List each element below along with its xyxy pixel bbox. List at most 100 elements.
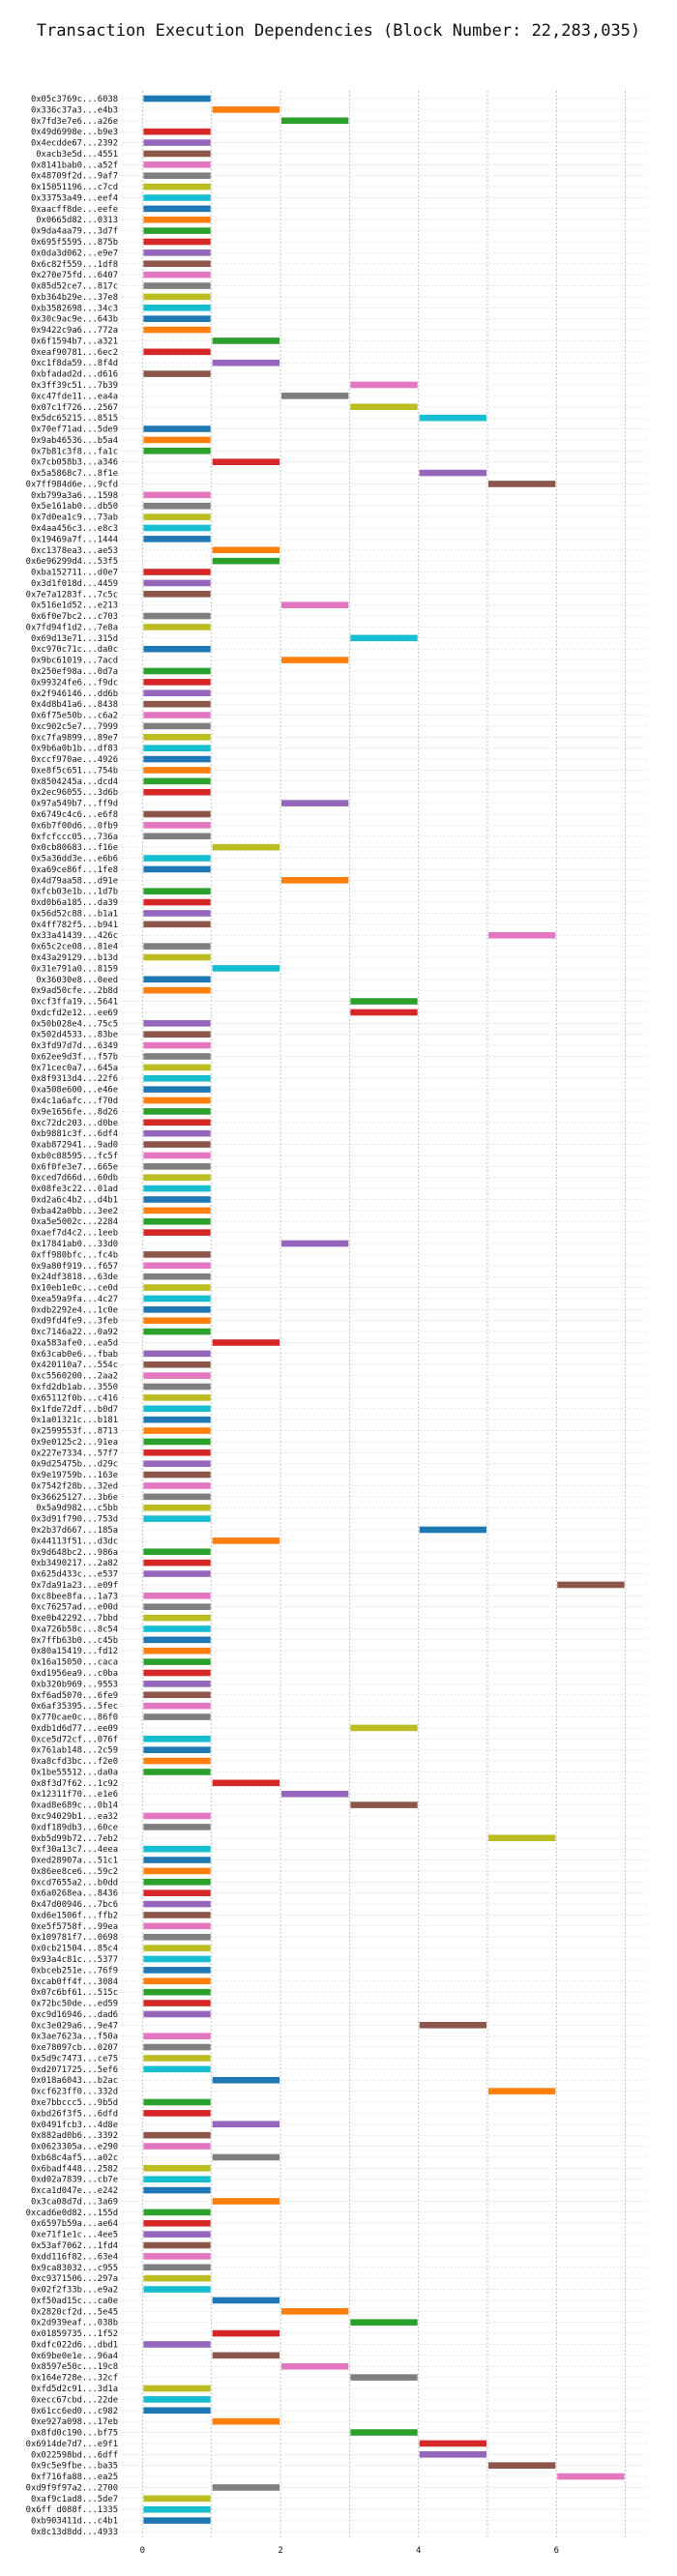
bar	[143, 2253, 211, 2260]
y-tick-label: 0x93a4c81c...5377	[31, 1955, 118, 1965]
bar	[143, 183, 211, 190]
bar	[143, 1669, 211, 1677]
y-tick-label: 0xff980bfc...fc4b	[31, 1250, 118, 1260]
y-tick-label: 0x8504245a...dcd4	[31, 777, 118, 787]
bar	[143, 624, 211, 630]
bar	[143, 315, 211, 322]
bar	[143, 1658, 211, 1665]
bar	[143, 1570, 211, 1577]
y-tick-label: 0x7fd94f1d2...7e8a	[26, 623, 118, 632]
y-tick-label: 0xa583afe0...ea5d	[31, 1338, 118, 1348]
y-tick-label: 0xfd2db1ab...3550	[31, 1383, 118, 1392]
y-tick-label: 0x4d8b41a6...8438	[31, 700, 118, 710]
grid-layer	[122, 91, 646, 2539]
y-tick-label: 0xdb1d6d77...ee09	[31, 1724, 118, 1734]
y-tick-label: 0xd9fd4fe9...3feb	[31, 1317, 118, 1327]
bar	[487, 2462, 556, 2469]
bar	[419, 2451, 486, 2458]
bar	[143, 1889, 211, 1896]
bar	[143, 128, 211, 135]
bar	[143, 2186, 211, 2194]
y-tick-label: 0x502d4533...83be	[31, 1031, 118, 1040]
bar	[487, 931, 556, 939]
y-tick-label: 0xb320b969...9553	[31, 1680, 118, 1689]
bar	[212, 2297, 280, 2304]
x-tick-label: 0	[140, 2546, 145, 2556]
bar	[143, 1372, 211, 1379]
bar	[143, 2110, 211, 2117]
bar	[143, 1922, 211, 1930]
y-tick-label: 0x6f1594b7...a321	[31, 337, 118, 346]
bar	[143, 1977, 211, 1985]
y-tick-label: 0x7ffb63b0...c45b	[31, 1636, 118, 1646]
y-tick-label: 0xc9d16946...dad6	[31, 2010, 118, 2020]
bar	[143, 1636, 211, 1644]
y-tick-label: 0x018a6043...b2ac	[31, 2076, 118, 2086]
y-tick-label: 0x3d91f790...753d	[31, 1515, 118, 1525]
bar	[143, 1460, 211, 1467]
bar	[350, 381, 418, 389]
y-tick-label: 0xb903411d...c4b1	[31, 2517, 118, 2527]
bar	[143, 2219, 211, 2227]
y-tick-label: 0xe7bbccc5...9b5d	[31, 2098, 118, 2108]
y-tick-label: 0xaf9c1ad8...5de7	[31, 2495, 118, 2504]
y-tick-label: 0x3ff39c51...7b39	[31, 381, 118, 391]
bar	[143, 491, 211, 499]
y-tick-label: 0x164e728e...32cf	[31, 2374, 118, 2384]
y-tick-label: 0xba42a0bb...3ee2	[31, 1207, 118, 1216]
bar	[419, 1526, 486, 1534]
bar	[143, 1405, 211, 1413]
y-tick-label: 0x5a36dd3e...e6b6	[31, 855, 118, 864]
bar	[143, 249, 211, 256]
bar	[143, 1041, 211, 1049]
y-tick-label: 0x97a549b7...ff9d	[31, 800, 118, 809]
bar	[281, 1240, 349, 1247]
y-tick-label: 0xd2071725...5ef6	[31, 2065, 118, 2075]
bar	[143, 2143, 211, 2150]
bar	[143, 667, 211, 675]
y-tick-label: 0xfcfccc05...736a	[31, 833, 118, 842]
bar	[143, 425, 211, 432]
bar	[281, 657, 349, 663]
bar	[143, 2043, 211, 2051]
bar	[143, 645, 211, 653]
y-tick-label: 0x0491fcb3...4d8e	[31, 2121, 118, 2130]
y-tick-label: 0x71cec0a7...645a	[31, 1064, 118, 1073]
bar	[143, 194, 211, 201]
y-tick-label: 0xe8f5c651...754b	[31, 766, 118, 776]
y-tick-label: 0x9ab46536...b5a4	[31, 436, 118, 446]
y-tick-label: 0x516e1d52...e213	[31, 601, 118, 611]
bar	[143, 502, 211, 510]
y-tick-label: 0x2599553f...8713	[31, 1427, 118, 1437]
y-tick-label: 0x86ee8ce6...59c2	[31, 1867, 118, 1877]
bar	[143, 1681, 211, 1687]
bar	[143, 1262, 211, 1270]
y-tick-label: 0xa508e600...e46e	[31, 1086, 118, 1096]
bar	[143, 2165, 211, 2172]
chart-title: Transaction Execution Dependencies (Bloc…	[36, 21, 641, 41]
bar	[143, 305, 211, 311]
bar	[281, 2362, 349, 2370]
y-tick-label: 0x0cb80683...f16e	[31, 843, 118, 853]
y-tick-label: 0xdcfd2e12...ee69	[31, 1009, 118, 1018]
y-tick-label: 0x0623305a...e290	[31, 2143, 118, 2152]
y-tick-label: 0xacb3e5d...4551	[36, 150, 118, 160]
y-tick-label: 0x6c82f559...1df8	[31, 260, 118, 270]
y-tick-label: 0x2ec96055...3d6b	[31, 788, 118, 798]
bar	[143, 1328, 211, 1335]
bar	[281, 877, 349, 884]
y-tick-label: 0x65112f0b...c416	[31, 1393, 118, 1403]
bar	[143, 436, 211, 444]
y-tick-label: 0x08fe3c22...01ad	[31, 1185, 118, 1194]
y-tick-label: 0xb68c4af5...a02c	[31, 2153, 118, 2163]
y-tick-label: 0x6597b59a...ae64	[31, 2219, 118, 2229]
bar	[143, 1438, 211, 1446]
y-tick-label: 0xf30a13c7...4eea	[31, 1845, 118, 1855]
y-tick-label: 0x36030e8...0eed	[36, 976, 118, 985]
y-tick-label: 0x1a01321c...b181	[31, 1416, 118, 1425]
bar	[143, 1625, 211, 1632]
y-tick-label: 0xc1378ea3...ae53	[31, 546, 118, 556]
y-tick-label: 0xc1f8da59...8f4d	[31, 359, 118, 368]
y-tick-label: 0x65c2ce08...81e4	[31, 943, 118, 952]
bar	[350, 1801, 418, 1808]
